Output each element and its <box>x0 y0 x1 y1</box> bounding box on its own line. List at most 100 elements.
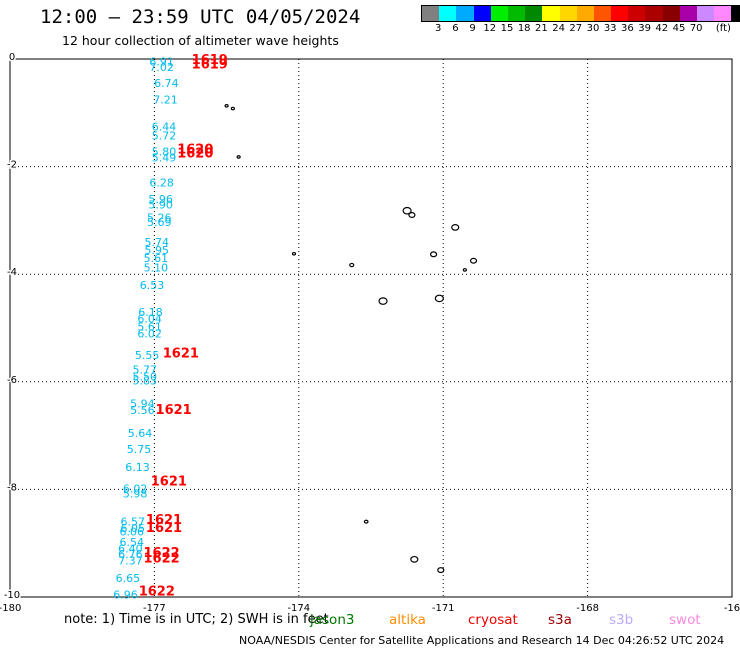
swh-label: 6.05 <box>120 522 145 535</box>
island-outline <box>434 294 444 303</box>
color-scale-tick: 70 <box>689 23 703 34</box>
time-label: 1622 <box>144 546 180 561</box>
swh-label: 5.83 <box>133 375 158 388</box>
swh-label: 5.94 <box>130 397 155 410</box>
color-swatch <box>490 6 508 21</box>
swh-label: 6.02 <box>137 327 162 340</box>
time-label: 1622 <box>139 585 175 600</box>
longitude-tick-label: -177 <box>143 603 166 614</box>
time-label: 1621 <box>146 513 182 528</box>
color-scale-tick: 21 <box>535 23 548 34</box>
color-swatch <box>697 6 715 21</box>
color-scale-tick: 12 <box>483 23 497 34</box>
color-scale-tick: 9 <box>469 23 476 34</box>
satellite-legend-item: s3a <box>548 612 572 628</box>
swh-label: 6.13 <box>125 461 150 474</box>
island-outline <box>408 212 416 219</box>
time-label: 1619 <box>192 57 228 72</box>
color-swatch <box>593 6 612 21</box>
swh-label: 6.57 <box>120 516 145 529</box>
swh-label: 5.74 <box>145 236 170 249</box>
island-outline <box>429 251 438 258</box>
color-swatch <box>542 6 560 21</box>
swh-label: 5.64 <box>128 427 153 440</box>
swh-label: 5.61 <box>137 320 162 333</box>
swh-label: 5.69 <box>147 216 172 229</box>
island-outline <box>236 155 241 159</box>
color-scale-tick: 30 <box>586 23 600 34</box>
map-title: 12:00 — 23:59 UTC 04/05/2024 <box>40 6 361 28</box>
time-label: 1621 <box>151 474 187 489</box>
color-scale-tick: 27 <box>569 23 583 34</box>
island-outline <box>224 104 229 108</box>
color-scale-tick: 18 <box>517 23 531 34</box>
wave-height-color-scale: 3 6 9 12 15 18 21 24 27 30 33 36 39 42 45 70 (ft) <box>421 5 740 36</box>
color-swatch <box>611 6 629 21</box>
swh-label: 5.50 <box>133 370 158 383</box>
swh-label: 6.18 <box>138 306 163 319</box>
satellite-legend-item: swot <box>669 612 701 628</box>
swh-label: 5.90 <box>148 198 173 211</box>
swh-label: 6.65 <box>116 572 141 585</box>
map-frame <box>9 58 733 598</box>
longitude-tick-label: -168 <box>576 603 599 614</box>
color-swatch <box>628 6 646 21</box>
swh-label: 5.56 <box>130 404 155 417</box>
color-swatch <box>525 6 543 21</box>
island-outline <box>349 262 355 268</box>
color-swatch <box>507 6 526 21</box>
color-scale-tick: 45 <box>672 23 686 34</box>
color-scale-tick: 42 <box>655 23 669 34</box>
satellite-legend-item: s3b <box>609 612 634 628</box>
swh-label: 5.10 <box>144 262 169 275</box>
latitude-tick-label: -4 <box>7 267 17 278</box>
swh-label: 5.80 <box>152 146 177 159</box>
island-outline <box>402 206 412 215</box>
longitude-tick-label: -16 <box>724 603 740 614</box>
color-scale-tick: 3 <box>435 23 442 34</box>
swh-label: 7.21 <box>153 93 178 106</box>
island-outline <box>363 519 369 524</box>
island-outline <box>469 257 478 264</box>
swh-label: 6.54 <box>120 536 145 549</box>
satellite-legend-item: cryosat <box>468 612 518 628</box>
latitude-tick-label: -8 <box>7 482 17 493</box>
color-swatch <box>714 6 732 21</box>
swh-label: 6.40 <box>118 543 143 556</box>
longitude-tick-label: -174 <box>287 603 310 614</box>
credit-line: NOAA/NESDIS Center for Satellite Applica… <box>239 634 725 647</box>
satellite-legend-item: jason3 <box>310 612 355 628</box>
time-label: 1619 <box>192 53 228 68</box>
color-scale-tick: 33 <box>603 23 617 34</box>
color-swatch <box>559 6 577 21</box>
swh-label: 5.98 <box>123 488 148 501</box>
swh-label: 6.04 <box>137 312 162 325</box>
swh-label: 6.96 <box>113 588 138 601</box>
swh-label: 6.74 <box>154 77 179 90</box>
island-outline <box>462 268 467 272</box>
swh-label: 5.26 <box>147 212 172 225</box>
color-swatch <box>439 6 457 21</box>
island-outline <box>291 251 297 256</box>
color-scale-tick: 36 <box>621 23 634 34</box>
swh-label: 6.76 <box>118 548 143 561</box>
island-outline <box>378 297 388 305</box>
color-scale-tick: 24 <box>552 23 565 34</box>
time-label: 1620 <box>177 147 213 162</box>
color-scale-tick: 15 <box>500 23 514 34</box>
satellite-legend-item: altika <box>389 612 426 628</box>
swh-label: 6.91 <box>149 56 174 69</box>
swh-label: 5.77 <box>133 363 158 376</box>
longitude-tick-label: -171 <box>432 603 455 614</box>
color-scale-tick: 39 <box>638 23 651 34</box>
footnote: note: 1) Time is in UTC; 2) SWH is in fe… <box>64 612 329 627</box>
latitude-tick-label: -10 <box>4 590 20 601</box>
color-scale-unit: (ft) <box>715 23 731 34</box>
color-swatch <box>731 6 740 21</box>
latitude-tick-label: -6 <box>7 375 17 386</box>
island-outline <box>451 223 460 231</box>
swh-label: 6.53 <box>140 279 165 292</box>
swh-label: 5.72 <box>152 129 177 142</box>
time-label: 1621 <box>156 403 192 418</box>
island-outline <box>230 106 235 111</box>
